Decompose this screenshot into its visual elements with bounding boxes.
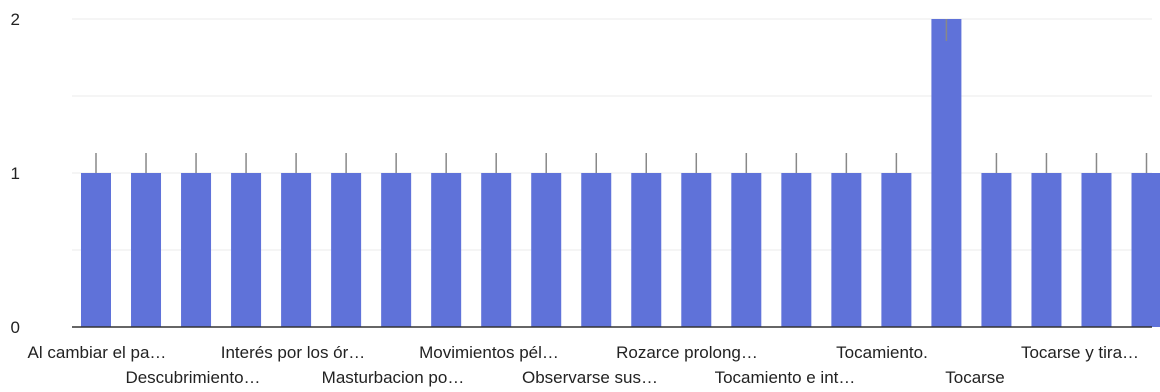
bar <box>631 173 662 327</box>
bar <box>781 173 812 327</box>
x-tick-label: Rozarce prolong… <box>616 343 758 362</box>
x-tick-label: Interés por los ór… <box>221 343 366 362</box>
bar <box>1131 173 1160 327</box>
x-tick-label: Tocamiento. <box>836 343 928 362</box>
bar <box>981 173 1012 327</box>
x-tick-label: Descubrimiento… <box>125 368 260 387</box>
x-tick-label: Observarse sus… <box>522 368 658 387</box>
bars <box>81 19 1160 327</box>
bar <box>931 19 962 327</box>
bar <box>881 173 912 327</box>
bar <box>581 173 612 327</box>
error-bars <box>95 19 1148 173</box>
x-axis-labels: Al cambiar el pa… Descubrimiento… Interés … <box>28 343 1139 387</box>
bar <box>331 173 362 327</box>
y-tick-label: 0 <box>11 318 20 337</box>
bar <box>731 173 762 327</box>
x-tick-label: Al cambiar el pa… <box>28 343 167 362</box>
bar <box>131 173 162 327</box>
y-tick-label: 2 <box>11 10 20 29</box>
bar <box>231 173 262 327</box>
bar <box>81 173 111 327</box>
bar <box>1031 173 1062 327</box>
bar <box>481 173 512 327</box>
bar <box>431 173 462 327</box>
x-tick-label: Tocamiento e int… <box>715 368 856 387</box>
bar <box>681 173 712 327</box>
bar <box>181 173 212 327</box>
bar <box>1081 173 1112 327</box>
bar <box>531 173 562 327</box>
x-tick-label: Masturbacion po… <box>322 368 465 387</box>
bar <box>831 173 862 327</box>
x-tick-label: Movimientos pél… <box>419 343 559 362</box>
x-tick-label: Tocarse <box>945 368 1005 387</box>
y-axis-ticks: 0 1 2 <box>11 10 20 337</box>
bar <box>281 173 312 327</box>
bar <box>381 173 412 327</box>
x-tick-label: Tocarse y tira… <box>1021 343 1139 362</box>
y-tick-label: 1 <box>11 164 20 183</box>
